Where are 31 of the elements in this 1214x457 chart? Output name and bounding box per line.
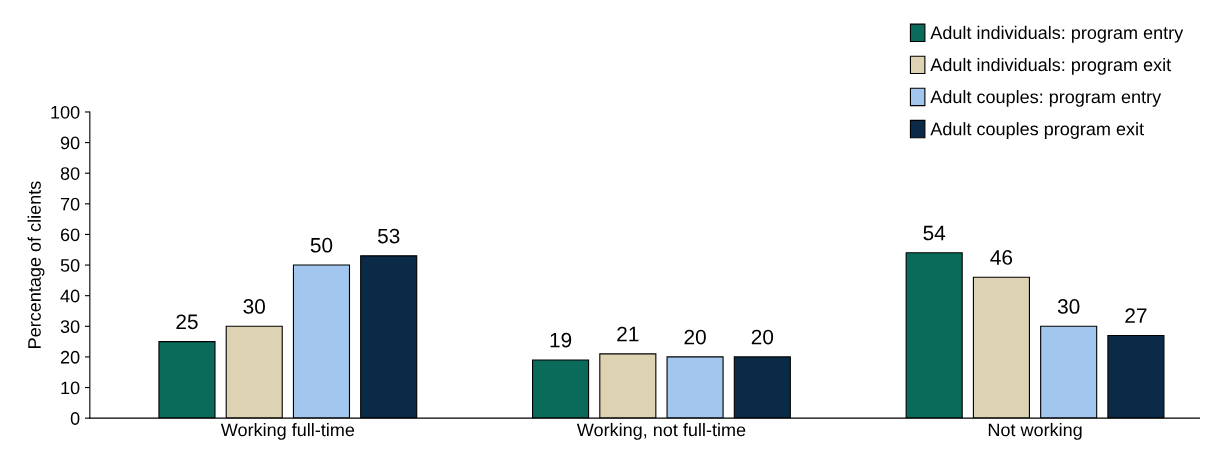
y-tick-label: 90 <box>60 136 80 150</box>
data-label: 54 <box>923 225 946 241</box>
y-tick-label: 60 <box>60 228 80 242</box>
y-tick-label: 30 <box>60 320 80 334</box>
data-label: 19 <box>550 332 572 348</box>
y-tick-label: 50 <box>60 258 80 272</box>
data-label: 53 <box>377 228 400 244</box>
x-tick-label: Not working <box>988 423 1082 440</box>
data-label: 25 <box>176 314 198 330</box>
data-label: 50 <box>310 237 333 253</box>
legend-label: Adult individuals: program exit <box>930 57 1172 75</box>
y-tick-label: 20 <box>60 350 80 364</box>
legend-label: Adult couples program exit <box>930 122 1144 139</box>
y-tick-label: 40 <box>60 289 80 303</box>
data-label: 21 <box>617 326 639 342</box>
data-label: 30 <box>1057 299 1080 314</box>
x-tick-label: Working, not full-time <box>576 423 746 440</box>
legend-label: Adult individuals: program entry <box>930 25 1184 43</box>
y-tick-label: 80 <box>60 167 80 180</box>
data-label: 20 <box>751 329 774 345</box>
data-label: 20 <box>684 329 706 345</box>
legend-label: Adult couples: program entry <box>930 90 1162 107</box>
y-tick-label: 10 <box>61 381 80 395</box>
y-tick-label: 100 <box>51 105 80 119</box>
y-tick-label: 0 <box>70 412 80 425</box>
data-label: 30 <box>243 299 265 314</box>
y-tick-label: 70 <box>60 197 80 211</box>
data-label: 27 <box>1125 308 1147 323</box>
y-axis-title: Percentage of clients <box>27 181 45 348</box>
x-tick-label: Working full-time <box>220 423 355 440</box>
data-label: 46 <box>990 250 1013 265</box>
